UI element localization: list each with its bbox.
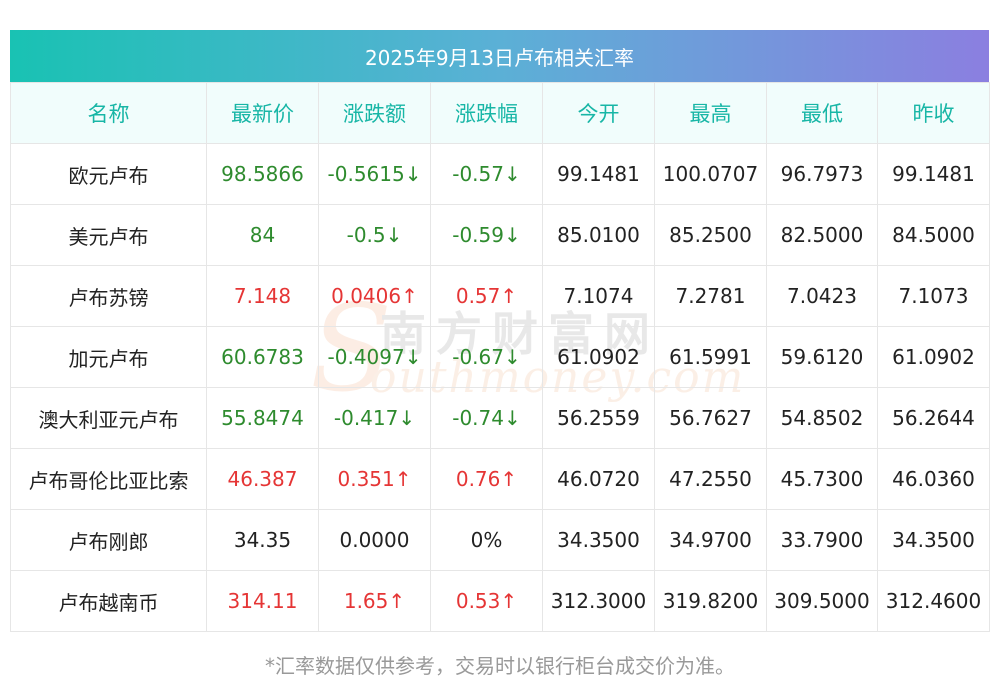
cell-latest: 314.11 bbox=[206, 570, 319, 632]
cell-prev: 61.0902 bbox=[877, 326, 990, 388]
table-row: 美元卢布 84 -0.5↓ -0.59↓ 85.0100 85.2500 82.5000 84… bbox=[10, 204, 990, 266]
cell-latest: 46.387 bbox=[206, 448, 319, 510]
cell-open: 61.0902 bbox=[542, 326, 655, 388]
cell-latest: 84 bbox=[206, 204, 319, 266]
cell-pct: 0% bbox=[430, 509, 543, 571]
cell-open: 7.1074 bbox=[542, 265, 655, 327]
cell-change: 0.0406↑ bbox=[318, 265, 431, 327]
cell-change: -0.417↓ bbox=[318, 387, 431, 449]
cell-change: 0.0000 bbox=[318, 509, 431, 571]
cell-low: 54.8502 bbox=[766, 387, 878, 449]
col-header-change: 涨跌额 bbox=[318, 82, 431, 144]
table-row: 加元卢布 60.6783 -0.4097↓ -0.67↓ 61.0902 61.5991 5… bbox=[10, 326, 990, 388]
cell-low: 96.7973 bbox=[766, 143, 878, 205]
cell-latest: 55.8474 bbox=[206, 387, 319, 449]
cell-low: 7.0423 bbox=[766, 265, 878, 327]
cell-prev: 99.1481 bbox=[877, 143, 990, 205]
disclaimer-note: *汇率数据仅供参考，交易时以银行柜台成交价为准。 bbox=[265, 654, 735, 678]
cell-change: 1.65↑ bbox=[318, 570, 431, 632]
cell-prev: 46.0360 bbox=[877, 448, 990, 510]
cell-low: 59.6120 bbox=[766, 326, 878, 388]
table-row: 卢布哥伦比亚比索 46.387 0.351↑ 0.76↑ 46.0720 47.2550 4… bbox=[10, 448, 990, 510]
cell-pct: 0.53↑ bbox=[430, 570, 543, 632]
cell-change: -0.5615↓ bbox=[318, 143, 431, 205]
cell-open: 99.1481 bbox=[542, 143, 655, 205]
cell-high: 85.2500 bbox=[654, 204, 767, 266]
cell-prev: 34.3500 bbox=[877, 509, 990, 571]
cell-open: 85.0100 bbox=[542, 204, 655, 266]
cell-change: -0.5↓ bbox=[318, 204, 431, 266]
cell-change: 0.351↑ bbox=[318, 448, 431, 510]
cell-prev: 56.2644 bbox=[877, 387, 990, 449]
cell-pct: 0.76↑ bbox=[430, 448, 543, 510]
table-row: 卢布刚郎 34.35 0.0000 0% 34.3500 34.9700 33.7900 34… bbox=[10, 509, 990, 571]
cell-latest: 98.5866 bbox=[206, 143, 319, 205]
table-row: 澳大利亚元卢布 55.8474 -0.417↓ -0.74↓ 56.2559 56.762… bbox=[10, 387, 990, 449]
cell-name: 美元卢布 bbox=[10, 204, 207, 266]
cell-high: 61.5991 bbox=[654, 326, 767, 388]
cell-name: 卢布刚郎 bbox=[10, 509, 207, 571]
cell-latest: 34.35 bbox=[206, 509, 319, 571]
cell-name: 卢布越南币 bbox=[10, 570, 207, 632]
header-row: 名称 最新价 涨跌额 涨跌幅 今开 最高 最低 昨收 bbox=[10, 82, 990, 144]
rate-table: 名称 最新价 涨跌额 涨跌幅 今开 最高 最低 昨收 欧元卢布 98.5866 -0… bbox=[10, 82, 990, 632]
cell-high: 7.2781 bbox=[654, 265, 767, 327]
cell-open: 56.2559 bbox=[542, 387, 655, 449]
cell-pct: -0.74↓ bbox=[430, 387, 543, 449]
col-header-open: 今开 bbox=[542, 82, 655, 144]
cell-high: 56.7627 bbox=[654, 387, 767, 449]
cell-low: 33.7900 bbox=[766, 509, 878, 571]
cell-pct: 0.57↑ bbox=[430, 265, 543, 327]
cell-low: 45.7300 bbox=[766, 448, 878, 510]
cell-latest: 7.148 bbox=[206, 265, 319, 327]
cell-open: 34.3500 bbox=[542, 509, 655, 571]
cell-high: 47.2550 bbox=[654, 448, 767, 510]
cell-high: 34.9700 bbox=[654, 509, 767, 571]
col-header-low: 最低 bbox=[766, 82, 878, 144]
cell-low: 82.5000 bbox=[766, 204, 878, 266]
cell-name: 加元卢布 bbox=[10, 326, 207, 388]
col-header-prev: 昨收 bbox=[877, 82, 990, 144]
table-row: 卢布苏镑 7.148 0.0406↑ 0.57↑ 7.1074 7.2781 7.0423 7… bbox=[10, 265, 990, 327]
cell-pct: -0.67↓ bbox=[430, 326, 543, 388]
cell-low: 309.5000 bbox=[766, 570, 878, 632]
cell-name: 卢布苏镑 bbox=[10, 265, 207, 327]
cell-open: 46.0720 bbox=[542, 448, 655, 510]
cell-latest: 60.6783 bbox=[206, 326, 319, 388]
cell-high: 319.8200 bbox=[654, 570, 767, 632]
cell-high: 100.0707 bbox=[654, 143, 767, 205]
cell-pct: -0.59↓ bbox=[430, 204, 543, 266]
cell-open: 312.3000 bbox=[542, 570, 655, 632]
table-row: 欧元卢布 98.5866 -0.5615↓ -0.57↓ 99.1481 100.0707… bbox=[10, 143, 990, 205]
cell-name: 澳大利亚元卢布 bbox=[10, 387, 207, 449]
cell-pct: -0.57↓ bbox=[430, 143, 543, 205]
col-header-name: 名称 bbox=[10, 82, 207, 144]
cell-change: -0.4097↓ bbox=[318, 326, 431, 388]
cell-prev: 7.1073 bbox=[877, 265, 990, 327]
col-header-latest: 最新价 bbox=[206, 82, 319, 144]
cell-prev: 84.5000 bbox=[877, 204, 990, 266]
col-header-high: 最高 bbox=[654, 82, 767, 144]
table-row: 卢布越南币 314.11 1.65↑ 0.53↑ 312.3000 319.8200 309… bbox=[10, 570, 990, 632]
cell-name: 卢布哥伦比亚比索 bbox=[10, 448, 207, 510]
col-header-pct: 涨跌幅 bbox=[430, 82, 543, 144]
cell-prev: 312.4600 bbox=[877, 570, 990, 632]
rate-card: 2025年9月13日卢布相关汇率 名称 最新价 涨跌额 涨跌幅 今开 最高 最低… bbox=[10, 30, 990, 632]
cell-name: 欧元卢布 bbox=[10, 143, 207, 205]
table-title: 2025年9月13日卢布相关汇率 bbox=[10, 30, 989, 82]
